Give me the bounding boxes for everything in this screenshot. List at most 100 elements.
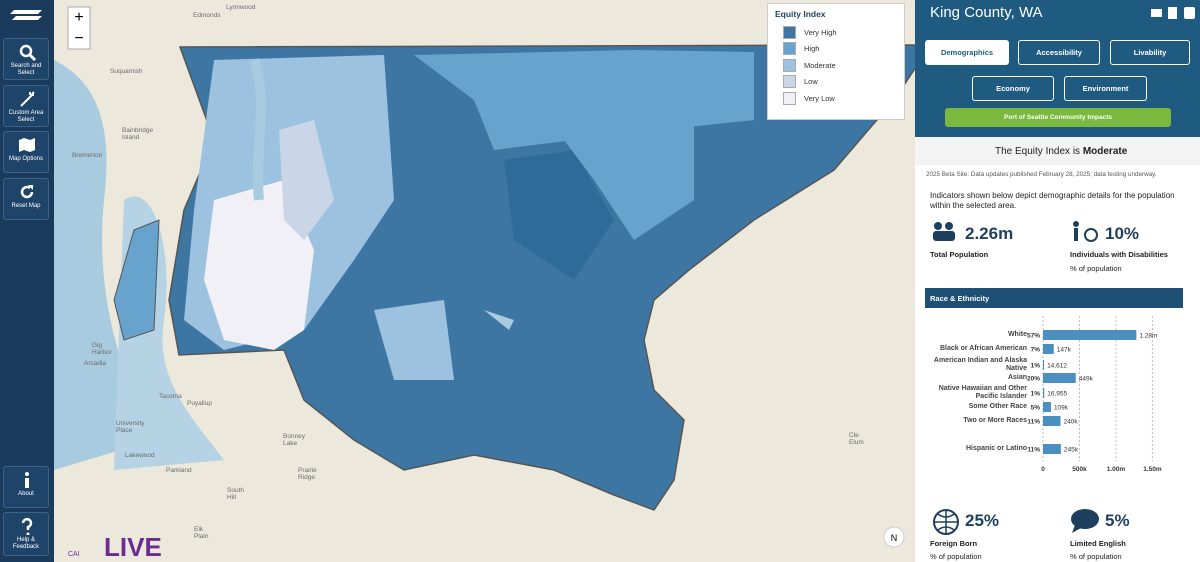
equity-bar: [915, 137, 1200, 165]
legend-swatch: [783, 91, 796, 105]
port-button[interactable]: Port of Seattle Community Impacts: [945, 108, 1171, 127]
legend: Equity Index Very High High Moderate Low Ver…: [767, 3, 905, 120]
chart-header: [925, 288, 1183, 308]
share-label: 57%: [1027, 333, 1040, 340]
place: Gig Harbor: [92, 342, 112, 356]
bar: [1043, 373, 1076, 383]
tab[interactable]: Economy: [972, 76, 1054, 101]
stat-value: 10%: [1105, 224, 1140, 243]
north-button[interactable]: [883, 526, 905, 548]
value-label: 449k: [1079, 376, 1094, 383]
legend-swatch: [783, 75, 796, 89]
legend-swatch: [783, 58, 796, 72]
place: Suquamish: [110, 68, 143, 75]
tab[interactable]: Accessibility: [1018, 40, 1100, 65]
globe-icon: [933, 509, 959, 535]
tab[interactable]: Livability: [1110, 40, 1190, 65]
bar: [1043, 402, 1051, 412]
label: Help & Feedback: [12, 537, 40, 550]
map-zoom: + −: [67, 6, 91, 50]
share-label: 11%: [1027, 447, 1040, 454]
place: Arcadia: [84, 360, 107, 367]
port-label: Port of Seattle Community Impacts: [1004, 114, 1112, 121]
share-label: 1%: [1031, 391, 1041, 398]
header-tools[interactable]: [1150, 6, 1198, 20]
chart-title: Race & Ethnicity: [930, 294, 990, 303]
tab-label: Environment: [1082, 84, 1129, 93]
legend-swatch: [783, 42, 796, 56]
value-label: 240k: [1064, 419, 1079, 426]
stat-value: 25%: [965, 511, 1000, 530]
label: Reset Map: [11, 203, 41, 209]
tab[interactable]: Environment: [1064, 76, 1147, 101]
share-label: 1%: [1031, 363, 1041, 370]
stat-sub: % of population: [930, 552, 982, 561]
place: Lakewood: [125, 452, 155, 459]
population-icon: [933, 222, 955, 241]
x-tick-label: 0: [1041, 466, 1045, 473]
stat-value: 5%: [1105, 511, 1130, 530]
logo-live: LIVE: [104, 532, 162, 562]
category-label: White: [1007, 331, 1027, 338]
disability-icon: [1073, 221, 1098, 242]
search-button[interactable]: Search and Select: [3, 38, 49, 80]
tab-label: Accessibility: [1036, 48, 1082, 57]
reset-button[interactable]: Reset Map: [3, 178, 49, 220]
bar: [1043, 416, 1061, 426]
help-button[interactable]: Help & Feedback: [3, 512, 49, 556]
x-tick-label: 1.00m: [1107, 466, 1126, 473]
vashon-island: [113, 219, 160, 341]
panel-title: King County, WA: [930, 4, 1043, 21]
place: Tacoma: [159, 393, 182, 400]
value-label: 14,612: [1047, 363, 1067, 370]
equity-level: Moderate: [1082, 146, 1128, 157]
value-label: 1.28m: [1139, 333, 1157, 340]
place: Elk Plain: [194, 526, 209, 540]
tab-active[interactable]: Demographics: [925, 40, 1009, 65]
north-label: N: [891, 533, 898, 543]
category-label: Hispanic or Latino: [965, 445, 1027, 452]
menu-logo[interactable]: [8, 6, 46, 26]
category-label: Black or African American: [939, 345, 1027, 352]
share-label: 11%: [1027, 419, 1040, 426]
legend-swatch: [783, 25, 796, 39]
stat-label: Total Population: [930, 250, 989, 259]
zoom-out[interactable]: −: [74, 30, 83, 47]
speech-icon: [1071, 509, 1099, 533]
value-label: 109k: [1054, 405, 1069, 412]
stat-label: Limited English: [1070, 539, 1126, 548]
legend-label: Moderate: [804, 60, 836, 70]
category-label: Native Hawaiian and Other Pacific Island…: [938, 385, 1027, 400]
x-tick-label: 1.50m: [1143, 466, 1162, 473]
legend-item: Very Low: [775, 90, 897, 107]
legend-label: Very Low: [804, 93, 835, 103]
place: Lynnwood: [226, 4, 256, 11]
map-options-button[interactable]: Map Options: [3, 131, 49, 173]
about-button[interactable]: About: [3, 466, 49, 508]
label: Custom Area Select: [8, 110, 44, 123]
beta-note: 2025 Beta Site: Data updates published F…: [926, 171, 1157, 178]
bar: [1043, 360, 1045, 370]
label: Map Options: [8, 156, 44, 162]
legend-item: High: [775, 41, 897, 58]
logo-cai: CAI: [68, 551, 80, 558]
region-moderate: [374, 300, 454, 380]
legend-item: Moderate: [775, 57, 897, 74]
share-label: 7%: [1031, 347, 1041, 354]
place: Bremerton: [72, 152, 103, 159]
place: Bonney Lake: [283, 433, 306, 447]
share-label: 5%: [1031, 405, 1041, 412]
x-tick-label: 500k: [1072, 466, 1087, 473]
category-label: Some Other Race: [968, 403, 1027, 410]
zoom-box: [67, 6, 91, 50]
place: Parkland: [166, 467, 192, 474]
stat-value: 2.26m: [965, 224, 1014, 243]
custom-area-button[interactable]: Custom Area Select: [3, 85, 49, 127]
bar: [1043, 330, 1137, 340]
water: [54, 60, 154, 470]
panel-header: King County, WA Demographics Accessibili…: [915, 0, 1200, 137]
region-high: [534, 90, 694, 240]
zoom-in[interactable]: +: [74, 9, 83, 26]
place: Edmonds: [193, 12, 221, 19]
